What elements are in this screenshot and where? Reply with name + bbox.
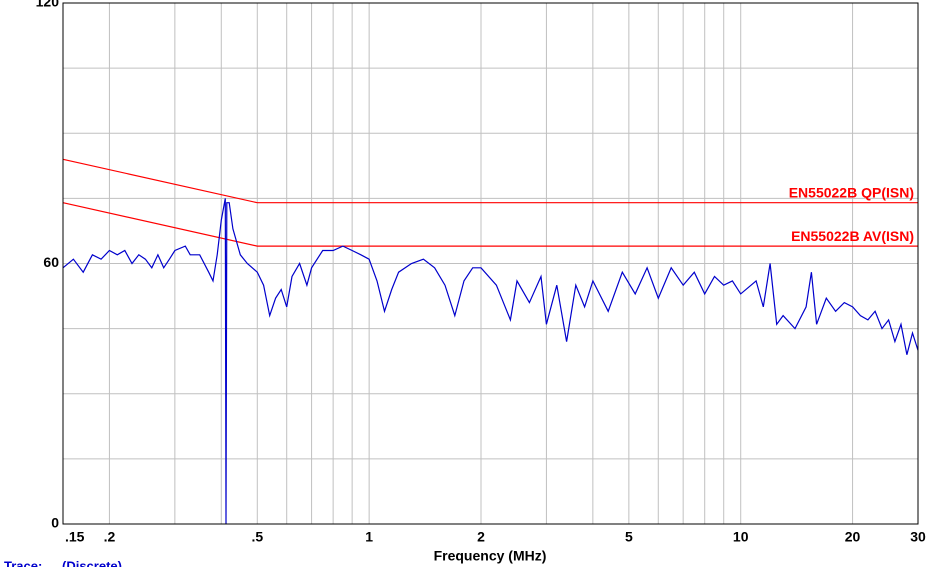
x-axis-label: Frequency (MHz) bbox=[434, 548, 547, 564]
limit-line bbox=[62, 158, 918, 204]
x-tick-label: 30 bbox=[910, 529, 926, 545]
trace-line bbox=[62, 198, 919, 525]
x-tick-label: 1 bbox=[365, 529, 373, 545]
x-tick-label: 10 bbox=[733, 529, 749, 545]
x-tick-label: .2 bbox=[104, 529, 116, 545]
y-tick-label: 120 bbox=[36, 0, 60, 10]
y-tick-label: 0 bbox=[51, 515, 59, 531]
x-tick-label: 5 bbox=[625, 529, 633, 545]
trace-mode: (Discrete) bbox=[62, 558, 122, 567]
trace-label: Trace: bbox=[4, 558, 42, 567]
x-tick-label: .15 bbox=[65, 529, 85, 545]
x-tick-label: 20 bbox=[845, 529, 861, 545]
limit-label: EN55022B QP(ISN) bbox=[789, 184, 914, 200]
plot-border bbox=[62, 2, 919, 525]
x-tick-label: 2 bbox=[477, 529, 485, 545]
y-tick-label: 60 bbox=[43, 254, 59, 270]
limit-label: EN55022B AV(ISN) bbox=[791, 228, 914, 244]
limit-line bbox=[62, 202, 918, 247]
x-tick-label: .5 bbox=[251, 529, 263, 545]
